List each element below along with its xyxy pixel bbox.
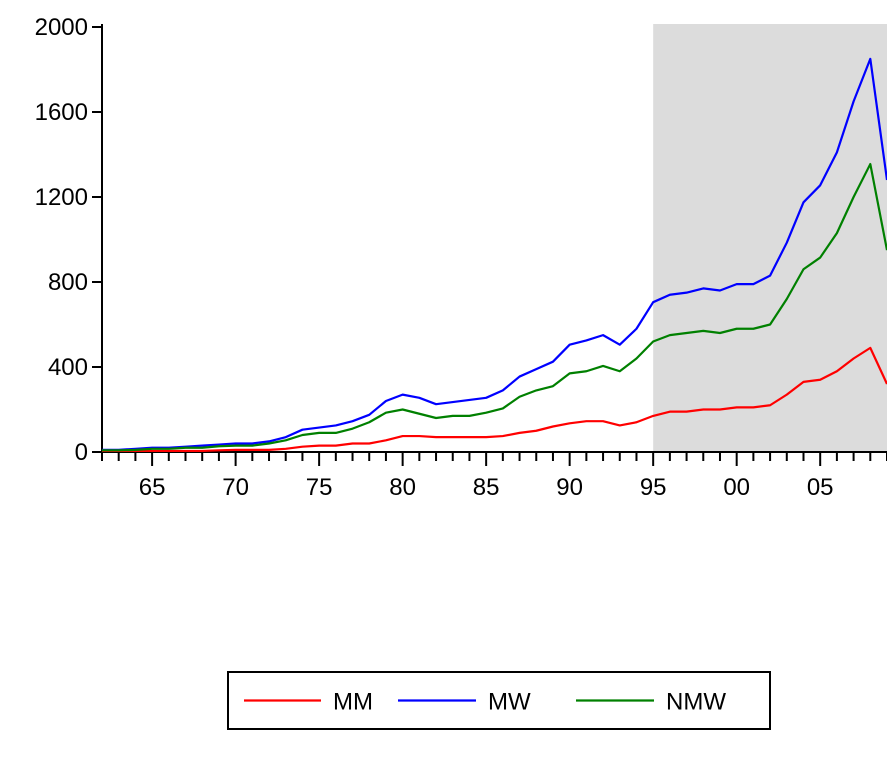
series-layer [102, 57, 887, 452]
y-tick-label: 2000 [35, 14, 88, 41]
legend-label-mm: MM [333, 689, 373, 716]
legend-label-mw: MW [488, 689, 531, 716]
y-tick-label: 800 [48, 269, 88, 296]
y-tick-label: 400 [48, 354, 88, 381]
x-tick-label: 80 [389, 474, 416, 501]
series-line-mw [102, 57, 887, 451]
shaded-region [653, 24, 887, 452]
legend: MM MW NMW [227, 671, 771, 730]
y-tick-label: 1600 [35, 99, 88, 126]
series-line-mm [102, 346, 887, 452]
x-tick-label: 65 [139, 474, 166, 501]
y-tick-label: 1200 [35, 184, 88, 211]
x-tick-label: 05 [807, 474, 834, 501]
y-tick-label: 0 [75, 439, 88, 466]
shaded-region-layer [653, 24, 887, 452]
x-tick-label: 75 [306, 474, 333, 501]
x-tick-label: 00 [723, 474, 750, 501]
x-tick-label: 95 [640, 474, 667, 501]
x-tick-label: 85 [473, 474, 500, 501]
series-line-nmw [102, 162, 887, 452]
legend-label-nmw: NMW [666, 689, 726, 716]
axes-layer: 0 400 800 1200 1600 2000 65 70 75 80 85 90 95 00 05 [35, 14, 887, 501]
x-tick-label: 70 [222, 474, 249, 501]
x-tick-label: 90 [556, 474, 583, 501]
